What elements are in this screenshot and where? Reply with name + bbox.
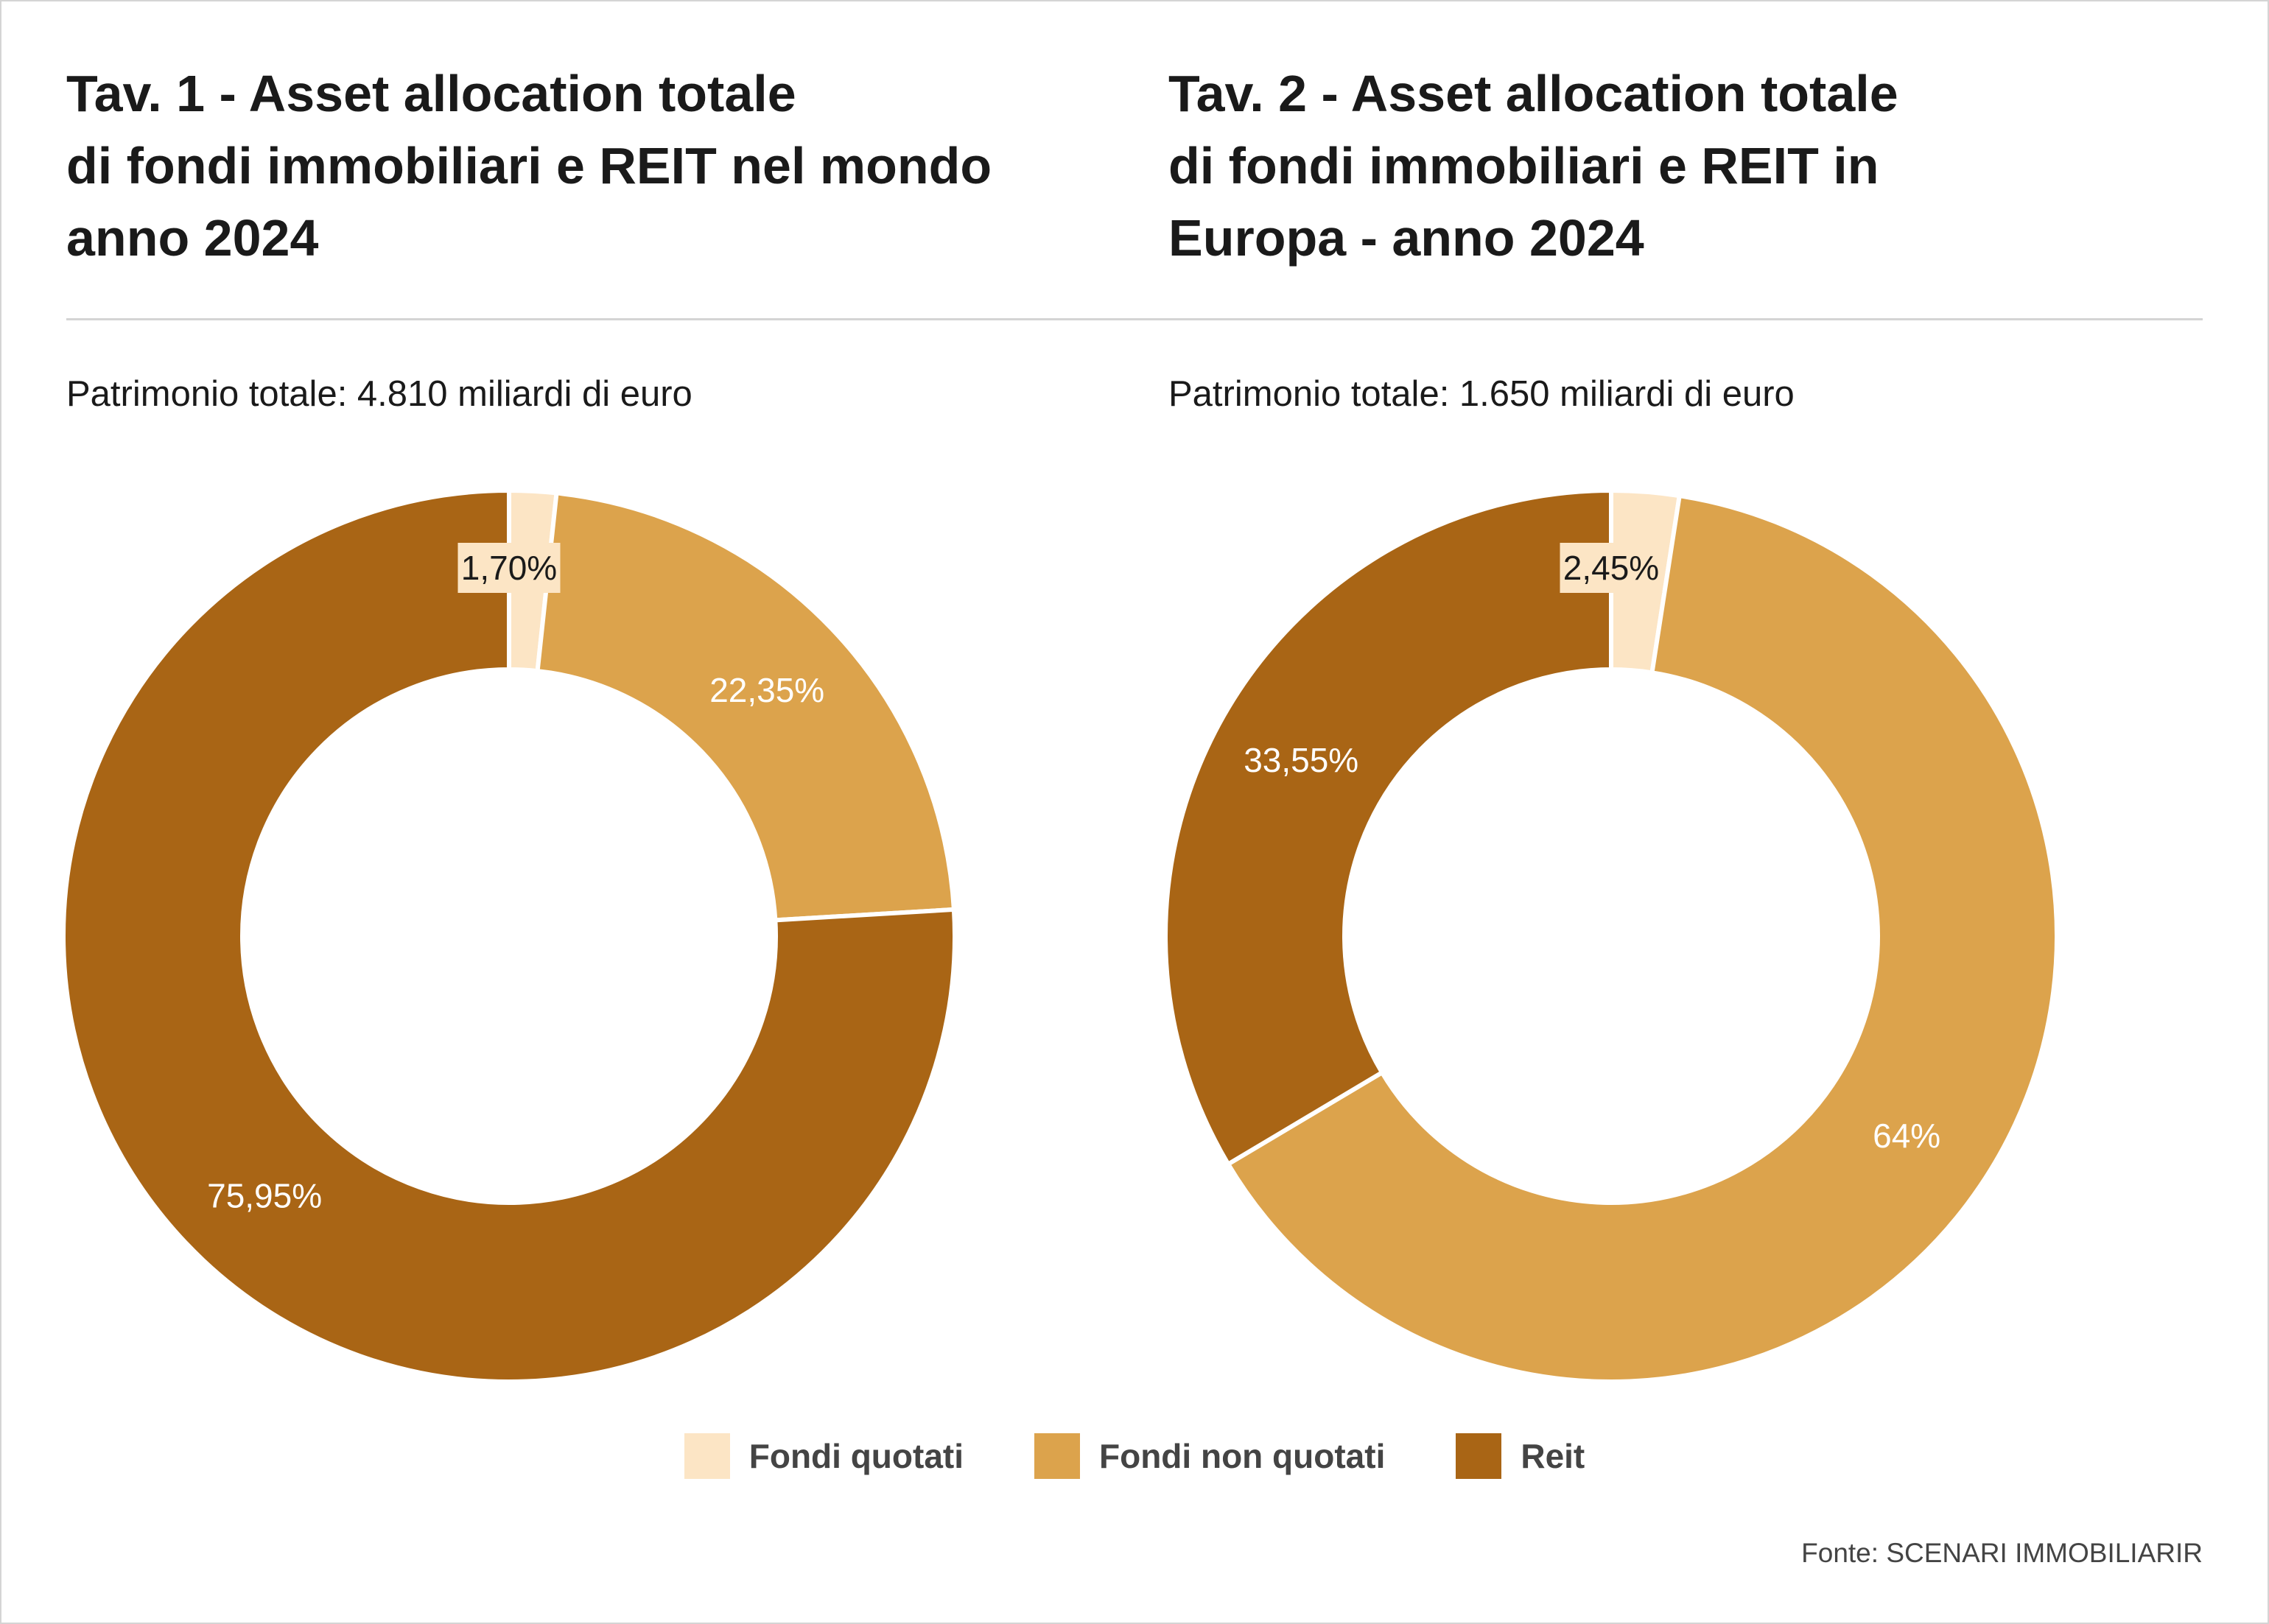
legend-item-fondi-non-quotati: Fondi non quotati	[1034, 1433, 1385, 1479]
chart-1-title-line-1: Tav. 1 - Asset allocation totale	[66, 65, 796, 122]
source-note: Fonte: SCENARI IMMOBILIARIR	[1801, 1538, 2203, 1568]
donut-chart-europe-svg: 2,45% 64% 33,55%	[1163, 488, 2059, 1384]
legend-swatch-fondi-quotati	[684, 1433, 730, 1479]
slice-fondi-non-quotati	[535, 491, 956, 923]
chart-1-title: Tav. 1 - Asset allocation totale di fond…	[66, 57, 992, 274]
legend-label-reit: Reit	[1521, 1437, 1585, 1475]
donut-chart-world-svg: 1,70% 22,35% 75,95%	[61, 488, 957, 1384]
legend-item-fondi-quotati: Fondi quotati	[684, 1433, 964, 1479]
chart-2-title: Tav. 2 - Asset allocation totale di fond…	[1168, 57, 1898, 274]
chart-2-title-line-3: Europa - anno 2024	[1168, 209, 1644, 267]
data-label-box-fondi-quotati	[1560, 543, 1663, 593]
data-label-fondi-non-quotati: 22,35%	[709, 671, 824, 709]
donut-chart-world: 1,70% 22,35% 75,95%	[61, 488, 957, 1384]
slice-fondi-non-quotati	[1226, 493, 2059, 1384]
chart-1-subtitle: Patrimonio totale: 4.810 miliardi di eur…	[66, 374, 692, 414]
legend-swatch-fondi-non-quotati	[1034, 1433, 1081, 1479]
chart-1-title-line-2: di fondi immobiliari e REIT nel mondo	[66, 137, 992, 194]
data-label-fondi-quotati: 2,45%	[1563, 549, 1659, 587]
legend-label-fondi-quotati: Fondi quotati	[748, 1437, 964, 1475]
legend-item-reit: Reit	[1456, 1433, 1585, 1479]
data-label-fondi-non-quotati: 64%	[1873, 1117, 1940, 1155]
data-label-fondi-quotati: 1,70%	[461, 549, 557, 587]
chart-1-title-line-3: anno 2024	[66, 209, 319, 267]
data-label-reit: 33,55%	[1244, 741, 1358, 779]
title-divider	[66, 318, 2203, 320]
chart-2-title-line-2: di fondi immobiliari e REIT in	[1168, 137, 1879, 194]
chart-2-subtitle: Patrimonio totale: 1.650 miliardi di eur…	[1168, 374, 1795, 414]
data-label-box-fondi-quotati	[457, 543, 561, 593]
legend-label-fondi-non-quotati: Fondi non quotati	[1099, 1437, 1386, 1475]
legend: Fondi quotati Fondi non quotati Reit	[0, 1433, 2269, 1479]
slice-reit	[1163, 488, 1613, 1167]
legend-swatch-reit	[1456, 1433, 1502, 1479]
data-label-reit: 75,95%	[207, 1176, 322, 1215]
slice-reit	[61, 488, 957, 1384]
donut-chart-europe: 2,45% 64% 33,55%	[1163, 488, 2059, 1384]
chart-2-title-line-1: Tav. 2 - Asset allocation totale	[1168, 65, 1898, 122]
